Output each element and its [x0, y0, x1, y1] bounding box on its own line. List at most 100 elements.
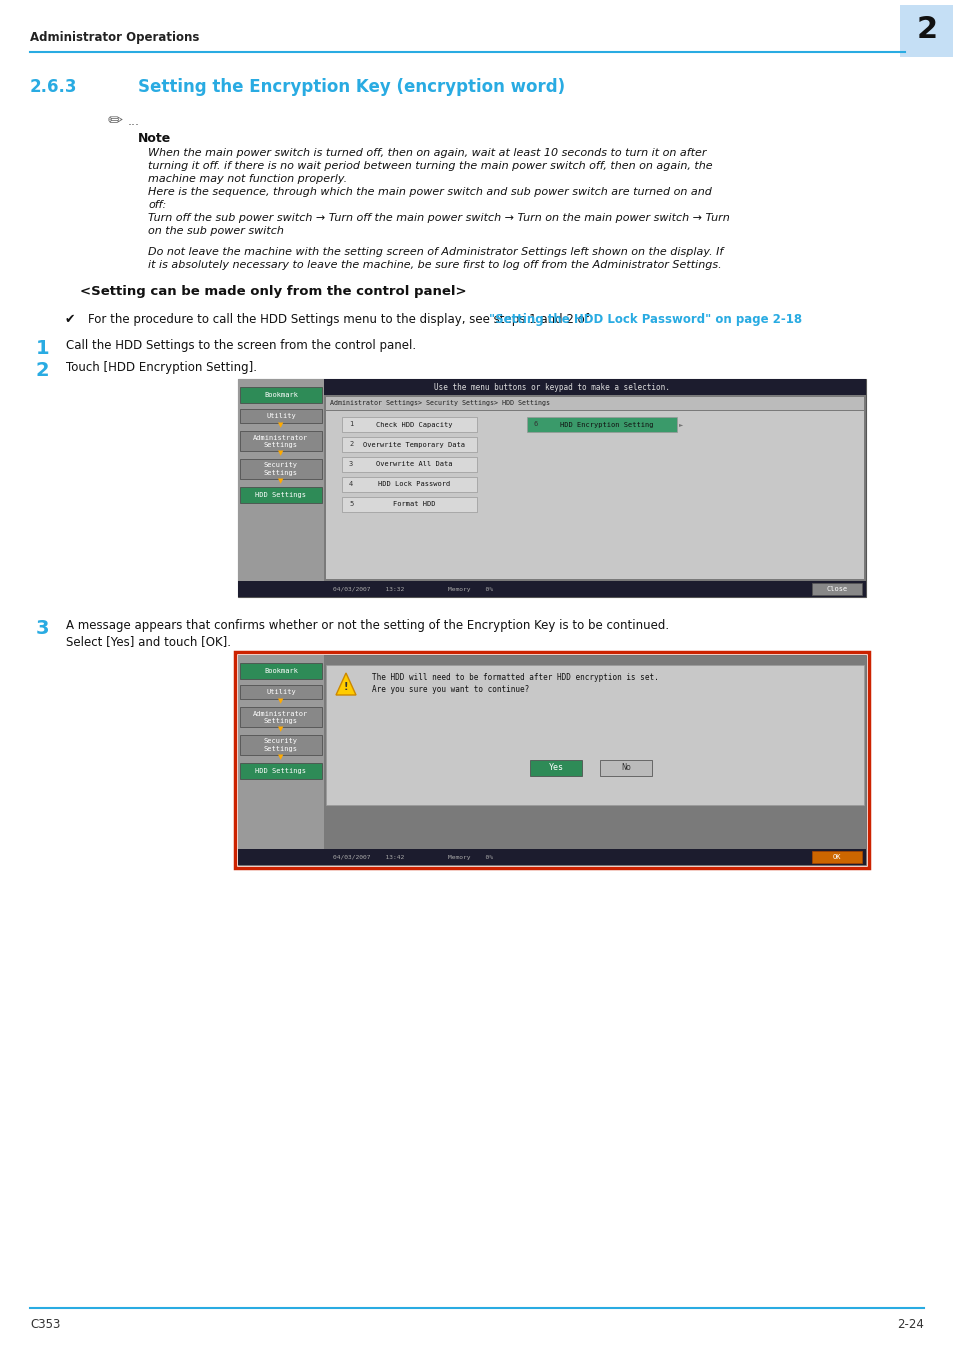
Text: Memory    0%: Memory 0%	[448, 855, 493, 860]
Bar	[240, 487, 322, 504]
Text: Utility: Utility	[266, 413, 295, 418]
Bar	[341, 497, 476, 512]
Text: turning it off. if there is no wait period between turning the main power switch: turning it off. if there is no wait peri…	[148, 161, 712, 171]
Bar	[240, 684, 322, 699]
Text: Call the HDD Settings to the screen from the control panel.: Call the HDD Settings to the screen from…	[66, 339, 416, 352]
Bar	[237, 379, 324, 597]
Text: Bookmark: Bookmark	[264, 392, 297, 398]
Bar	[341, 477, 476, 491]
Text: it is absolutely necessary to leave the machine, be sure first to log off from t: it is absolutely necessary to leave the …	[148, 261, 720, 270]
Bar	[530, 760, 581, 776]
Text: ▼: ▼	[278, 726, 283, 732]
Text: Memory    0%: Memory 0%	[448, 586, 493, 591]
Text: OK: OK	[832, 855, 841, 860]
Text: Setting the Encryption Key (encryption word): Setting the Encryption Key (encryption w…	[138, 78, 564, 96]
Bar	[599, 760, 651, 776]
Text: 1: 1	[349, 421, 353, 428]
Text: Use the menu buttons or keypad to make a selection.: Use the menu buttons or keypad to make a…	[434, 382, 669, 391]
Text: No: No	[620, 764, 630, 772]
Text: A message appears that confirms whether or not the setting of the Encryption Key: A message appears that confirms whether …	[66, 620, 668, 632]
Text: 4: 4	[349, 482, 353, 487]
Text: C353: C353	[30, 1319, 60, 1331]
Text: HDD Encryption Setting: HDD Encryption Setting	[559, 421, 653, 428]
Bar	[240, 707, 322, 728]
Bar	[237, 655, 324, 865]
Bar	[240, 387, 322, 404]
Text: Turn off the sub power switch → Turn off the main power switch → Turn on the mai: Turn off the sub power switch → Turn off…	[148, 213, 729, 223]
Bar	[326, 397, 863, 410]
Bar	[240, 459, 322, 479]
Bar	[326, 410, 863, 579]
Text: HDD Lock Password: HDD Lock Password	[378, 482, 450, 487]
Text: 3: 3	[36, 620, 50, 639]
Text: Utility: Utility	[266, 688, 295, 695]
Text: 1: 1	[36, 339, 50, 358]
Text: off:: off:	[148, 200, 166, 211]
Text: 3: 3	[349, 462, 353, 467]
Bar	[811, 583, 862, 595]
Text: 6: 6	[534, 421, 537, 428]
Text: Overwrite All Data: Overwrite All Data	[375, 462, 453, 467]
Text: Note: Note	[138, 132, 172, 144]
Bar	[811, 850, 862, 863]
Text: Overwrite Temporary Data: Overwrite Temporary Data	[363, 441, 465, 447]
Text: Close: Close	[825, 586, 846, 593]
Bar	[899, 5, 953, 57]
Text: HDD Settings: HDD Settings	[255, 768, 306, 774]
Text: The HDD will need to be formatted after HDD encryption is set.: The HDD will need to be formatted after …	[372, 674, 659, 682]
Text: Bookmark: Bookmark	[264, 668, 297, 674]
Text: Touch [HDD Encryption Setting].: Touch [HDD Encryption Setting].	[66, 360, 256, 374]
Bar	[341, 437, 476, 452]
Text: on the sub power switch: on the sub power switch	[148, 225, 284, 236]
Text: 2: 2	[36, 360, 50, 379]
Text: 2.6.3: 2.6.3	[30, 78, 77, 96]
Text: Check HDD Capacity: Check HDD Capacity	[375, 421, 453, 428]
Text: Administrator
Settings: Administrator Settings	[253, 710, 309, 724]
Text: ▼: ▼	[278, 478, 283, 485]
Text: Security
Settings: Security Settings	[264, 738, 297, 752]
Text: 04/03/2007    13:42: 04/03/2007 13:42	[333, 855, 404, 860]
Text: No: No	[620, 764, 630, 772]
Text: HDD Settings: HDD Settings	[255, 491, 306, 498]
Bar	[240, 663, 322, 679]
Text: <Setting can be made only from the control panel>: <Setting can be made only from the contr…	[80, 285, 466, 298]
Text: ✏: ✏	[108, 112, 122, 130]
Text: Security
Settings: Security Settings	[264, 463, 297, 475]
Text: For the procedure to call the HDD Settings menu to the display, see steps 1 and : For the procedure to call the HDD Settin…	[88, 313, 592, 325]
Bar	[237, 580, 865, 597]
Text: Do not leave the machine with the setting screen of Administrator Settings left : Do not leave the machine with the settin…	[148, 247, 722, 256]
Text: Yes: Yes	[548, 764, 563, 772]
Bar	[237, 849, 865, 865]
Bar	[237, 379, 865, 396]
Text: Administrator Settings> Security Settings> HDD Settings: Administrator Settings> Security Setting…	[330, 400, 550, 406]
Text: Select [Yes] and touch [OK].: Select [Yes] and touch [OK].	[66, 634, 231, 648]
Text: ▼: ▼	[278, 698, 283, 703]
Text: ▼: ▼	[278, 755, 283, 760]
Text: Administrator Operations: Administrator Operations	[30, 31, 199, 45]
Text: Format HDD: Format HDD	[393, 501, 436, 508]
Bar	[326, 666, 863, 805]
Text: Are you sure you want to continue?: Are you sure you want to continue?	[372, 684, 529, 694]
Text: 2-24: 2-24	[896, 1319, 923, 1331]
Bar	[240, 409, 322, 423]
Text: ►: ►	[679, 423, 682, 427]
Text: machine may not function properly.: machine may not function properly.	[148, 174, 347, 184]
Text: 5: 5	[349, 501, 353, 508]
Polygon shape	[335, 674, 355, 695]
Text: ▼: ▼	[278, 450, 283, 456]
Bar	[237, 655, 865, 865]
Text: !: !	[343, 682, 348, 693]
Bar	[341, 417, 476, 432]
Text: "Setting the HDD Lock Password" on page 2-18: "Setting the HDD Lock Password" on page …	[489, 313, 801, 325]
Text: Here is the sequence, through which the main power switch and sub power switch a: Here is the sequence, through which the …	[148, 188, 711, 197]
Text: ...: ...	[128, 115, 140, 128]
Bar	[240, 763, 322, 779]
Text: 04/03/2007    13:32: 04/03/2007 13:32	[333, 586, 404, 591]
Text: ✔: ✔	[65, 313, 75, 325]
Text: 2: 2	[349, 441, 353, 447]
Text: When the main power switch is turned off, then on again, wait at least 10 second: When the main power switch is turned off…	[148, 148, 706, 158]
Bar	[341, 458, 476, 472]
Bar	[240, 734, 322, 755]
Text: Administrator
Settings: Administrator Settings	[253, 435, 309, 447]
Bar	[526, 417, 677, 432]
